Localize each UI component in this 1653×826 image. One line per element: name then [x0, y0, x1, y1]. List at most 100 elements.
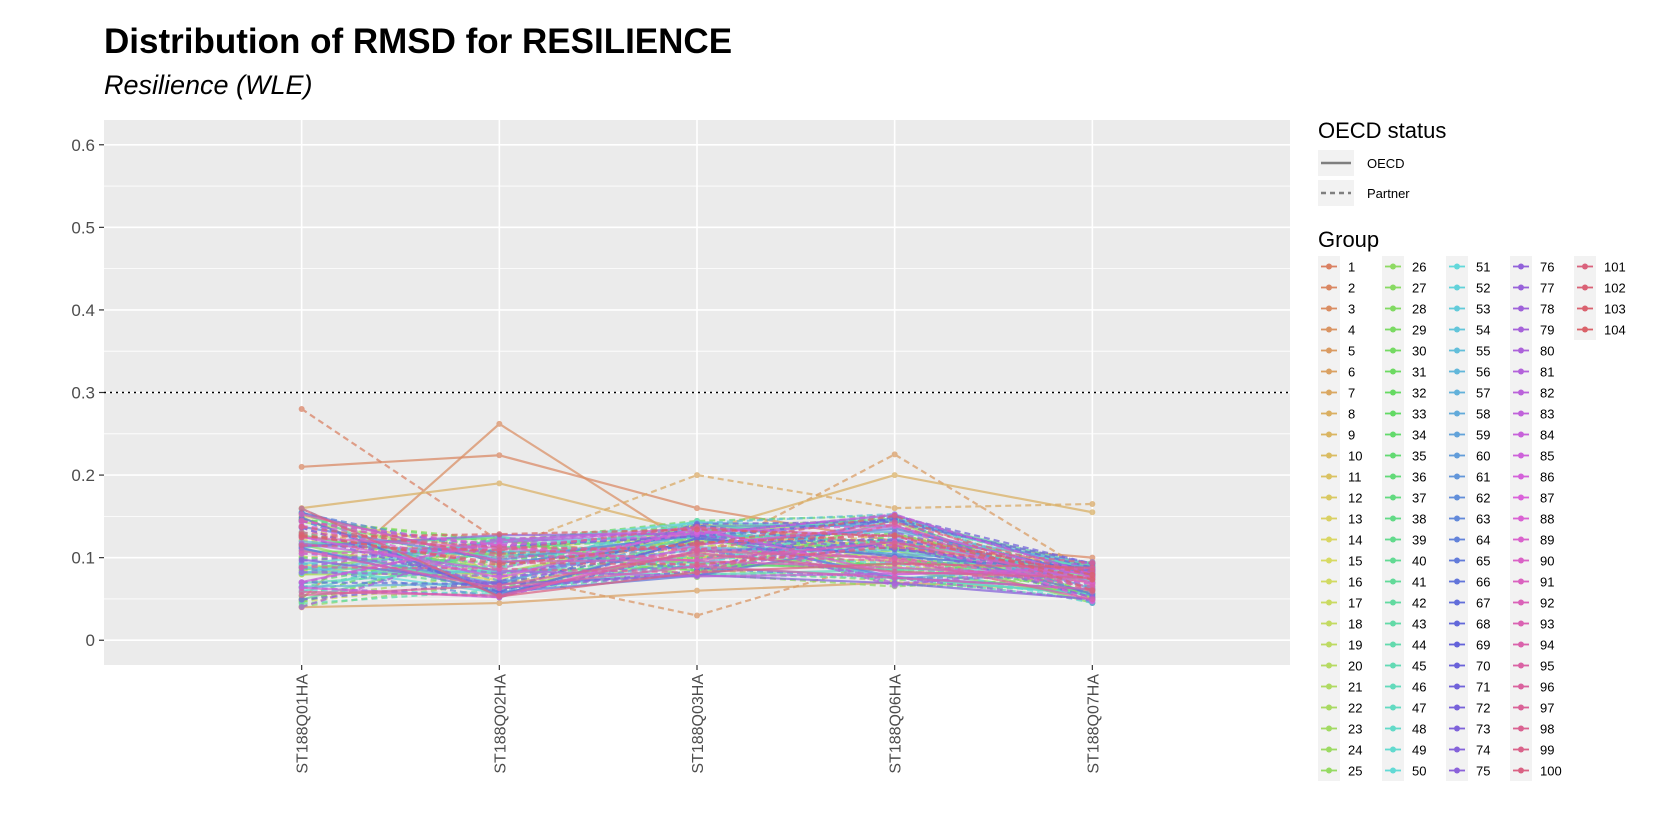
data-point	[1089, 554, 1096, 561]
legend-label: 61	[1476, 470, 1490, 485]
legend-key-point	[1518, 557, 1524, 564]
legend-status-partner: Partner	[1318, 180, 1410, 206]
legend-group-55: 55	[1446, 340, 1490, 361]
legend-key-point	[1518, 368, 1524, 375]
legend-group-99: 99	[1510, 739, 1554, 760]
legend-status-oecd: OECD	[1318, 150, 1405, 176]
x-tick-label: ST188Q03HA	[690, 674, 707, 774]
legend-key-point	[1518, 683, 1524, 690]
legend-key-point	[1390, 557, 1396, 564]
legend-key-point	[1454, 767, 1460, 774]
legend-label: 6	[1348, 365, 1355, 380]
legend-group-32: 32	[1382, 382, 1426, 403]
legend-key-point	[1390, 725, 1396, 732]
legend-group-78: 78	[1510, 298, 1554, 319]
legend-group-87: 87	[1510, 487, 1554, 508]
legend-label: 97	[1540, 701, 1554, 716]
legend-group-38: 38	[1382, 508, 1426, 529]
legend-group-3: 3	[1318, 298, 1355, 319]
data-point	[694, 569, 700, 576]
legend-label: 27	[1412, 281, 1426, 296]
legend-label: 56	[1476, 365, 1490, 380]
legend-key-point	[1390, 389, 1396, 396]
legend-key-point	[1326, 578, 1332, 585]
chart-title: Distribution of RMSD for RESILIENCE	[104, 22, 733, 61]
legend-key-point	[1454, 494, 1460, 501]
legend-label: 67	[1476, 596, 1490, 611]
legend-label: 62	[1476, 491, 1490, 506]
legend-label: 40	[1412, 554, 1426, 569]
legend-group-86: 86	[1510, 466, 1554, 487]
legend-group-98: 98	[1510, 718, 1554, 739]
legend-key-point	[1454, 305, 1460, 312]
legend-group-13: 13	[1318, 508, 1362, 529]
data-point	[891, 582, 898, 589]
data-point	[496, 452, 503, 459]
legend-key-point	[1454, 389, 1460, 396]
data-point	[298, 592, 305, 599]
x-tick-label: ST188Q07HA	[1085, 674, 1102, 774]
legend-group-4: 4	[1318, 319, 1355, 340]
legend-label: 98	[1540, 722, 1554, 737]
legend-label: 21	[1348, 680, 1362, 695]
legend-label: 25	[1348, 764, 1362, 779]
legend-label: 81	[1540, 365, 1554, 380]
legend-group-51: 51	[1446, 256, 1490, 277]
chart-subtitle: Resilience (WLE)	[104, 70, 313, 100]
legend-key-point	[1326, 620, 1332, 627]
legend-label: 4	[1348, 323, 1355, 338]
legend-label: 86	[1540, 470, 1554, 485]
legend-label: 26	[1412, 260, 1426, 275]
legend-key-point	[1390, 578, 1396, 585]
legend-label: 82	[1540, 386, 1554, 401]
legend-key-point	[1326, 305, 1332, 312]
legend-key-point	[1390, 662, 1396, 669]
data-point	[496, 420, 503, 427]
legend-key-point	[1454, 431, 1460, 438]
legend-key-point	[1390, 536, 1396, 543]
legend-group-47: 47	[1382, 697, 1426, 718]
legend-key-point	[1326, 263, 1332, 270]
legend-key-point	[1454, 683, 1460, 690]
data-point	[1089, 596, 1096, 603]
legend-label: 9	[1348, 428, 1355, 443]
data-point	[1089, 571, 1096, 578]
series-line-89	[301, 520, 1093, 586]
y-tick-label: 0.4	[71, 301, 95, 320]
legend-label: 60	[1476, 449, 1490, 464]
data-point	[298, 542, 305, 549]
legend-group-58: 58	[1446, 403, 1490, 424]
data-point	[298, 564, 305, 571]
legend-group-56: 56	[1446, 361, 1490, 382]
legend-group-68: 68	[1446, 613, 1490, 634]
legend-key-point	[1390, 284, 1396, 291]
legend-group-31: 31	[1382, 361, 1426, 382]
legend-group-72: 72	[1446, 697, 1490, 718]
legend-title-group: Group	[1318, 227, 1379, 252]
data-point	[1089, 500, 1096, 507]
legend-key-point	[1390, 452, 1396, 459]
legend-label: 85	[1540, 449, 1554, 464]
legend-group-100: 100	[1510, 760, 1562, 781]
legend-key-point	[1390, 704, 1396, 711]
series-group-102	[298, 512, 1096, 594]
legend-key-point	[1326, 746, 1332, 753]
data-point	[496, 574, 503, 581]
legend-key-point	[1326, 704, 1332, 711]
legend-key-point	[1390, 494, 1396, 501]
legend-key-point	[1454, 284, 1460, 291]
legend-group-66: 66	[1446, 571, 1490, 592]
legend-group-54: 54	[1446, 319, 1490, 340]
legend-label: 36	[1412, 470, 1426, 485]
legend-label: 83	[1540, 407, 1554, 422]
data-point	[891, 543, 898, 550]
legend-key-point	[1518, 473, 1524, 480]
legend-label: 72	[1476, 701, 1490, 716]
data-point	[891, 451, 898, 458]
legend-label: 43	[1412, 617, 1426, 632]
legend-label: 39	[1412, 533, 1426, 548]
data-point	[694, 539, 700, 546]
legend-group-60: 60	[1446, 445, 1490, 466]
legend-key-point	[1518, 746, 1524, 753]
legend-group-8: 8	[1318, 403, 1355, 424]
